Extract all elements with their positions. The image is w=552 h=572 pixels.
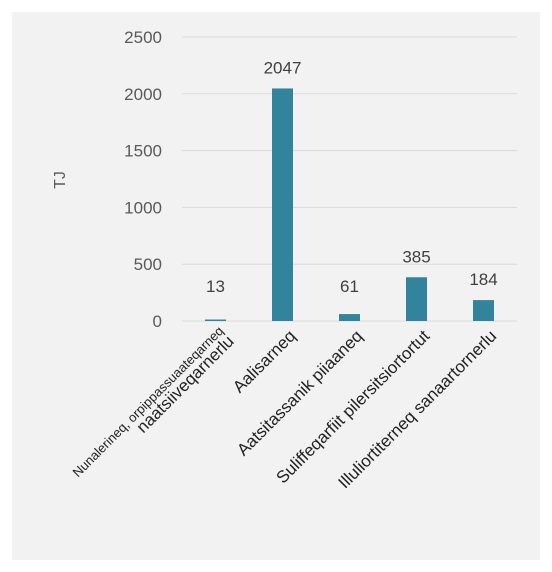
x-category-label: Aalisarneq xyxy=(229,326,299,396)
x-tick-label: naatsiiveqarnerlu xyxy=(133,332,238,437)
y-tick-label: 0 xyxy=(153,312,162,331)
y-axis-title: TJ xyxy=(52,171,69,189)
chart-panel: 0 500 1000 1500 2000 2500 13 2047 61 385 184 Nuna… xyxy=(12,12,540,560)
y-tick-label: 1000 xyxy=(124,198,162,217)
bar xyxy=(339,314,360,321)
x-tick-label: Nunalerineq, orpippassuaateqarneq xyxy=(70,323,227,480)
data-label: 13 xyxy=(206,277,225,296)
bar xyxy=(406,277,427,321)
data-label: 2047 xyxy=(264,58,302,77)
data-label: 61 xyxy=(340,277,359,296)
x-category-label: Nunalerineq, orpippassuaateqarneqnaatsii… xyxy=(70,323,238,480)
x-tick-label: Aalisarneq xyxy=(229,326,299,396)
x-category-label: Aatsitassanik piiaaneq xyxy=(233,326,366,459)
bar xyxy=(272,88,293,321)
data-label: 184 xyxy=(469,270,497,289)
y-tick-label: 500 xyxy=(134,255,162,274)
data-label: 385 xyxy=(402,247,430,266)
bar-chart: 0 500 1000 1500 2000 2500 13 2047 61 385 184 Nuna… xyxy=(52,28,517,492)
y-tick-label: 2000 xyxy=(124,85,162,104)
bar xyxy=(473,300,494,321)
x-tick-label: Aatsitassanik piiaaneq xyxy=(233,326,366,459)
bar xyxy=(205,319,226,321)
y-tick-label: 1500 xyxy=(124,142,162,161)
y-tick-label: 2500 xyxy=(124,28,162,47)
